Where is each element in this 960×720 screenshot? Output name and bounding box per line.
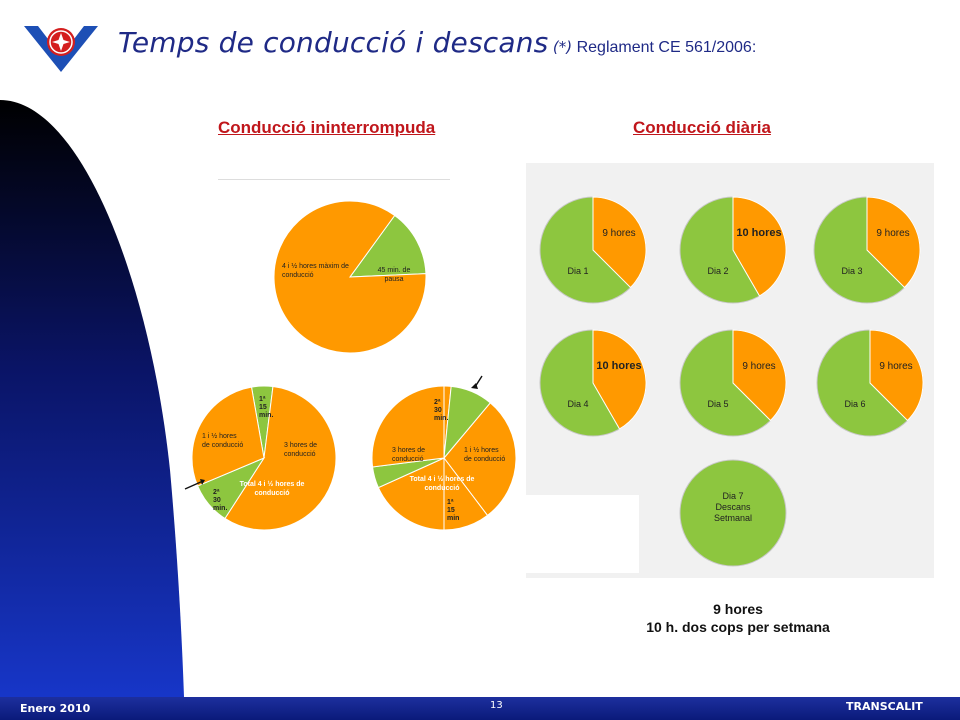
pie-slice-one-half-right [443, 402, 517, 517]
pie-slice-driving [273, 200, 427, 354]
section-heading-daily: Conducció diària [633, 118, 771, 137]
note-line-1: 9 hores [713, 601, 763, 617]
footer-date: Enero 2010 [20, 702, 91, 715]
daily-limit-note: 9 hores 10 h. dos cops per setmana [600, 600, 876, 636]
slice-label-second-pause: 2ª 30 min. [213, 489, 227, 512]
dia-4-driving-slice [592, 329, 647, 430]
pie-slice-one-half-hours [191, 386, 265, 487]
pie-annotation: Total 4 i ½ hores de conducció [240, 480, 305, 497]
slice-label-three-hours-left: 3 hores de conducció [392, 447, 425, 463]
arrow-head [471, 383, 478, 389]
daily-panel-gap [526, 495, 639, 573]
slice-label-driving: 4 i ½ hores màxim de conducció [282, 262, 349, 279]
pie-annotation: Total 4 i ½ hores de conducció [410, 475, 475, 492]
page-number: 13 [490, 700, 503, 711]
pie-slice-pause [348, 214, 427, 278]
arrow-head [200, 479, 205, 485]
dia-2-label: Dia 2 [707, 266, 728, 276]
pie-slice-three-hours-left [371, 385, 452, 468]
footer-brand: TRANSCALIT [846, 700, 923, 713]
section-heading-uninterrupted: Conducció ininterrompuda [218, 118, 436, 137]
dia-5-hours-label: 9 hores [742, 361, 775, 372]
dia-6-driving-slice [869, 329, 924, 422]
dia-1-hours-label: 9 hores [602, 228, 635, 239]
pie-slice-three-hours [224, 386, 337, 531]
dia-7-label: Dia 7 Descans Setmanal [714, 491, 752, 523]
note-line-2: 10 h. dos cops per setmana [646, 619, 830, 635]
pie-slice-total-region [377, 457, 489, 531]
title-text: Temps de conducció i descans [118, 26, 549, 59]
slice-label-second-pause: 2ª 30 min. [434, 399, 448, 422]
dia-2-hours-label: 10 hores [736, 227, 781, 239]
slice-label-three-hours: 3 hores de conducció [284, 442, 317, 458]
arrow-pointer [184, 480, 204, 490]
page-title: Temps de conducció i descans (*) Reglame… [118, 26, 756, 59]
dia-5-label: Dia 5 [707, 399, 728, 409]
dia-7-rest-circle [679, 459, 787, 567]
title-asterisk: (*) [552, 38, 573, 56]
slice-label-pause: 45 min. de pausa [378, 267, 411, 283]
slice-label-one-half-right: 1 i ½ hores de conducció [464, 446, 505, 463]
dia-3-hours-label: 9 hores [876, 228, 909, 239]
regulation-text: Reglament CE 561/2006: [576, 39, 757, 56]
slice-label-first-pause: 1ª 15 min [447, 499, 459, 522]
dia-2-driving-slice [732, 196, 787, 297]
dia-3-label: Dia 3 [841, 266, 862, 276]
slice-label-first-pause: 1ª 15 min. [259, 396, 273, 419]
dia-1-label: Dia 1 [567, 266, 588, 276]
footer-bar [0, 697, 960, 720]
dia-1-driving-slice [592, 196, 647, 289]
dia-6-hours-label: 9 hores [879, 361, 912, 372]
slice-label-one-half-hours: 1 i ½ hores de conducció [202, 432, 243, 449]
transcalit-logo [24, 26, 98, 72]
dia-4-label: Dia 4 [567, 399, 588, 409]
dia-6-label: Dia 6 [844, 399, 865, 409]
dia-5-driving-slice [732, 329, 787, 422]
dia-4-hours-label: 10 hores [596, 360, 641, 372]
divider [218, 179, 450, 180]
dia-3-driving-slice [866, 196, 921, 289]
pie-slice-second-pause [443, 385, 491, 460]
